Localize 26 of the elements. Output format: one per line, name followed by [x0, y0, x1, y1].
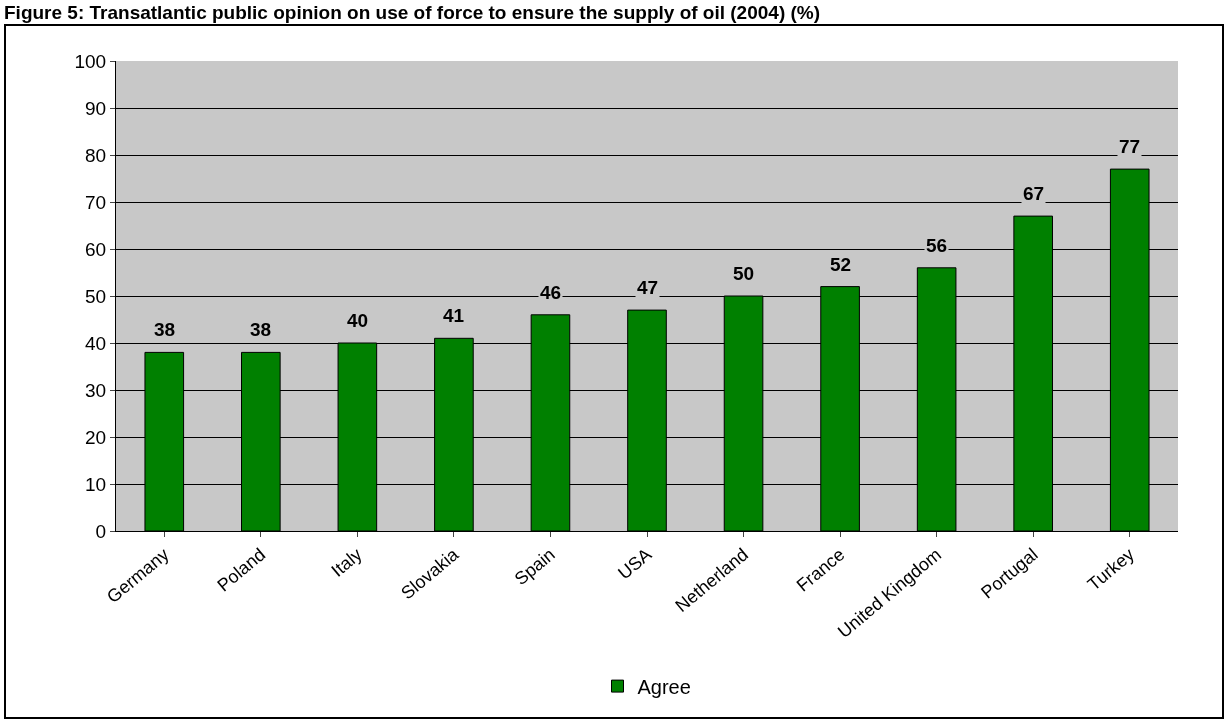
- y-tick-label: 40: [85, 332, 107, 354]
- y-tick-label: 20: [85, 426, 107, 448]
- data-label: 38: [250, 319, 272, 340]
- y-tick-label: 30: [85, 379, 107, 401]
- legend-label: Agree: [637, 675, 691, 698]
- data-label: 50: [733, 263, 755, 284]
- y-tick-label: 80: [85, 144, 107, 166]
- x-tick-label: USA: [614, 544, 656, 584]
- data-label: 38: [154, 319, 176, 340]
- y-tick-label: 0: [95, 520, 107, 542]
- y-tick-label: 70: [85, 191, 107, 213]
- data-label: 77: [1119, 136, 1141, 157]
- data-label: 46: [540, 282, 562, 303]
- y-tick-label: 100: [74, 50, 107, 72]
- data-label: 47: [637, 277, 659, 298]
- y-tick-label: 90: [85, 97, 107, 119]
- data-label: 41: [443, 305, 465, 326]
- y-tick-label: 50: [85, 285, 107, 307]
- chart-title: Figure 5: Transatlantic public opinion on use of force to ensure the supply of oil (2004) (%): [4, 2, 822, 24]
- y-tick-label: 60: [85, 238, 107, 260]
- data-label: 67: [1023, 183, 1045, 204]
- data-label: 52: [830, 254, 852, 275]
- data-label: 40: [347, 310, 369, 331]
- data-label: 56: [926, 235, 948, 256]
- y-tick-label: 10: [85, 473, 107, 495]
- x-tick-label: Italy: [327, 544, 366, 581]
